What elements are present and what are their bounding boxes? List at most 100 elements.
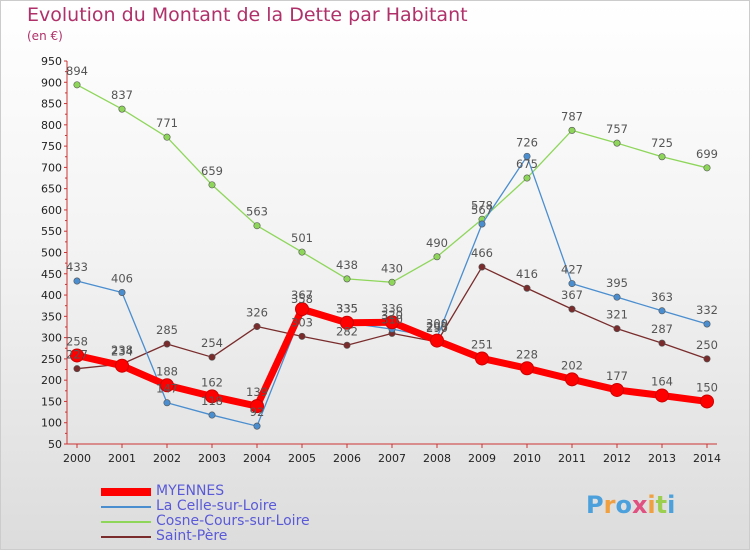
data-label: 363	[651, 290, 673, 304]
data-label: 177	[606, 369, 628, 383]
legend-label: Saint-Père	[156, 528, 228, 544]
data-label: 228	[516, 347, 538, 361]
data-label: 787	[561, 109, 583, 123]
data-label: 416	[516, 267, 538, 281]
logo-letter: r	[603, 491, 616, 519]
data-label: 285	[156, 323, 178, 337]
data-label: 188	[156, 364, 178, 378]
data-point	[208, 353, 216, 361]
data-label: 287	[651, 322, 673, 336]
data-point	[115, 358, 129, 373]
series-line	[76, 84, 708, 283]
data-point	[655, 388, 669, 403]
y-tick-label: 200	[41, 374, 62, 387]
data-point	[658, 307, 666, 315]
x-tick-label: 2006	[333, 452, 361, 465]
data-point	[385, 315, 399, 330]
data-point	[163, 399, 171, 407]
data-point	[613, 325, 621, 333]
x-tick-label: 2004	[243, 452, 271, 465]
data-point	[343, 275, 351, 283]
data-point	[478, 263, 486, 271]
logo-letter: i	[667, 491, 676, 519]
y-tick-label: 950	[41, 55, 62, 68]
data-label: 430	[381, 261, 403, 275]
y-tick-label: 900	[41, 76, 62, 89]
x-tick-label: 2013	[648, 452, 676, 465]
y-tick-label: 100	[41, 417, 62, 430]
data-point	[475, 351, 489, 366]
data-label: 150	[696, 380, 718, 394]
data-point	[568, 280, 576, 288]
data-point	[340, 315, 354, 330]
data-label: 282	[336, 324, 358, 338]
data-label: 227	[66, 348, 88, 362]
data-label: 567	[471, 203, 493, 217]
data-label: 757	[606, 122, 628, 136]
y-tick-label: 300	[41, 332, 62, 345]
logo-letter: i	[647, 491, 656, 519]
data-label: 466	[471, 246, 493, 260]
data-label: 336	[381, 301, 403, 315]
data-label: 771	[156, 116, 178, 130]
data-label: 258	[66, 334, 88, 348]
y-tick-label: 550	[41, 225, 62, 238]
data-label: 578	[471, 198, 493, 212]
data-label: 234	[111, 345, 133, 359]
data-point	[565, 372, 579, 387]
logo-letter: P	[586, 491, 604, 519]
y-tick-label: 400	[41, 289, 62, 302]
data-point	[208, 181, 216, 189]
x-tick-label: 2005	[288, 452, 316, 465]
logo-letter: x	[631, 491, 648, 519]
legend-swatch	[101, 506, 151, 508]
data-point	[658, 153, 666, 161]
y-tick-label: 850	[41, 98, 62, 111]
y-tick-label: 150	[41, 395, 62, 408]
data-label: 147	[156, 382, 178, 396]
data-point	[388, 278, 396, 286]
data-label: 290	[426, 321, 448, 335]
y-tick-label: 450	[41, 268, 62, 281]
data-label: 250	[696, 338, 718, 352]
data-point	[433, 253, 441, 261]
data-point	[73, 81, 81, 89]
data-point	[703, 164, 711, 172]
data-point	[610, 382, 624, 397]
data-label: 139	[246, 385, 268, 399]
data-point	[523, 152, 531, 160]
legend-swatch	[101, 521, 151, 523]
x-tick-label: 2002	[153, 452, 181, 465]
data-point	[73, 277, 81, 285]
data-point	[160, 378, 174, 393]
data-point	[118, 289, 126, 297]
x-tick-label: 2008	[423, 452, 451, 465]
data-point	[295, 302, 309, 317]
logo-letter: o	[615, 491, 632, 519]
data-label: 427	[561, 263, 583, 277]
y-tick-label: 50	[48, 438, 62, 451]
proxiti-logo: Proxiti	[586, 491, 675, 519]
data-label: 837	[111, 88, 133, 102]
x-tick-label: 2001	[108, 452, 136, 465]
data-label: 300	[426, 317, 448, 331]
data-point	[118, 105, 126, 113]
x-tick-label: 2012	[603, 452, 631, 465]
data-label: 563	[246, 205, 268, 219]
data-label: 367	[561, 288, 583, 302]
data-label: 293	[426, 320, 448, 334]
data-label: 675	[516, 157, 538, 171]
data-label: 332	[696, 303, 718, 317]
data-label: 395	[606, 276, 628, 290]
y-tick-label: 250	[41, 353, 62, 366]
data-point	[658, 339, 666, 347]
data-point	[208, 411, 216, 419]
data-point	[523, 284, 531, 292]
data-label: 251	[471, 337, 493, 351]
data-label: 699	[696, 147, 718, 161]
data-label: 490	[426, 236, 448, 250]
data-label: 321	[606, 308, 628, 322]
y-tick-label: 350	[41, 310, 62, 323]
logo-letter: t	[655, 491, 668, 519]
